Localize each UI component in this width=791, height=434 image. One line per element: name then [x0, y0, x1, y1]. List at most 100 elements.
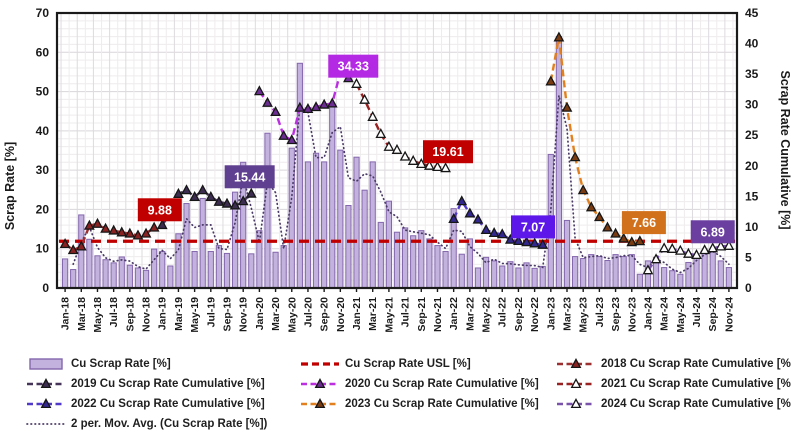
triangle-marker: [650, 253, 662, 264]
bar: [142, 269, 150, 289]
right-axis-tick-label: 20: [745, 159, 759, 173]
bar: [491, 260, 498, 289]
callout-value: 6.89: [701, 225, 725, 239]
triangle-marker: [75, 240, 87, 251]
x-axis-tick-label: Sep-24: [707, 297, 719, 332]
bar: [296, 62, 303, 289]
triangle-marker: [423, 159, 435, 170]
triangle-marker: [391, 143, 403, 154]
x-axis-tick-label: Sep-20: [319, 297, 331, 332]
bar: [151, 248, 158, 289]
callout-value: 34.33: [338, 60, 369, 74]
legend-item-s2019: 2019 Cu Scrap Rate Cumulative [%]: [26, 376, 265, 392]
triangle-marker: [642, 264, 654, 275]
triangle-marker: [407, 154, 419, 165]
triangle-marker: [723, 239, 735, 250]
legend-item-bars: Cu Scrap Rate [%]: [26, 356, 171, 372]
bar: [353, 156, 360, 289]
triangle-marker: [270, 106, 281, 117]
triangle-marker: [83, 219, 95, 230]
bar: [466, 238, 473, 289]
bar: [385, 200, 393, 289]
bar: [102, 259, 109, 289]
left-axis-tick-label: 20: [36, 202, 50, 216]
x-axis-tick-label: Jul-20: [302, 297, 314, 328]
callout-box: [690, 220, 735, 244]
triangle-marker: [359, 93, 371, 104]
bar: [418, 230, 425, 289]
bar: [78, 214, 85, 289]
bar: [61, 258, 69, 289]
triangle-marker: [351, 77, 362, 88]
s2020-legend-swatch: [301, 378, 339, 389]
triangle-marker: [618, 232, 630, 243]
triangle-marker: [310, 101, 322, 112]
s2018-legend-swatch: [557, 358, 595, 369]
triangle-marker: [496, 228, 508, 239]
scrap-rate-chart: 0 10 20 30 40 50 60 70 0 5 10 15 20 25 30 35 40 45 Jan-18 M…: [0, 0, 791, 348]
bar: [709, 251, 716, 289]
bar: [474, 267, 482, 289]
bar: [207, 250, 214, 289]
bar: [248, 253, 255, 289]
bar: [539, 265, 546, 289]
triangle-marker: [367, 110, 379, 121]
bar: [725, 267, 733, 289]
x-axis-tick-label: Jul-21: [400, 297, 412, 328]
triangle-marker: [67, 244, 79, 255]
bar: [183, 203, 190, 289]
triangle-marker: [221, 197, 233, 208]
triangle-marker: [375, 128, 387, 139]
bar: [361, 189, 368, 289]
bar: [571, 256, 579, 289]
bar: [272, 251, 279, 289]
bar: [199, 197, 206, 289]
bar: [110, 262, 117, 289]
legend-label-movavg: 2 per. Mov. Avg. (Cu Scrap Rate [%]): [71, 418, 268, 430]
bar: [159, 250, 166, 289]
bar: [215, 245, 223, 289]
triangle-marker: [570, 398, 582, 409]
x-axis-tick-label: Sep-21: [416, 297, 428, 332]
triangle-marker: [634, 235, 646, 246]
triangle-marker: [593, 211, 605, 222]
triangle-marker: [213, 195, 225, 206]
legend-label-s2018: 2018 Cu Scrap Rate Cumulative [%]: [601, 358, 791, 370]
x-axis-tick-label: May-20: [286, 297, 298, 333]
bar: [337, 149, 344, 289]
bar: [434, 245, 441, 289]
legend-item-s2024: 2024 Cu Scrap Rate Cumulative [%]: [556, 396, 791, 412]
bar: [620, 256, 627, 289]
x-axis-tick-label: Mar-23: [562, 297, 574, 331]
x-axis-tick-label: Nov-23: [626, 297, 638, 332]
triangle-marker: [326, 97, 338, 108]
legend-item-movavg: 2 per. Mov. Avg. (Cu Scrap Rate [%]): [26, 416, 267, 432]
chart-background: [0, 0, 791, 348]
x-axis-tick-label: Mar-19: [173, 297, 185, 331]
s2024-legend-swatch: [557, 398, 595, 409]
plot-border: [55, 11, 739, 290]
triangle-marker: [245, 187, 257, 198]
x-axis-tick-label: Mar-18: [76, 297, 88, 331]
triangle-marker: [472, 213, 484, 224]
triangle-marker: [561, 101, 573, 112]
x-axis-tick-label: Jul-18: [108, 297, 120, 328]
bar-swatch: [29, 358, 63, 370]
left-axis-tick-label: 50: [36, 85, 50, 99]
bar: [345, 205, 352, 289]
bar: [628, 254, 635, 289]
legend-label-s2022: 2022 Cu Scrap Rate Cumulative [%]: [71, 398, 265, 410]
triangle-marker: [173, 187, 184, 198]
bar: [321, 161, 328, 289]
left-axis-tick-label: 30: [36, 163, 50, 177]
x-axis-tick-label: May-21: [383, 297, 395, 333]
x-axis-tick-label: Jul-19: [205, 297, 217, 328]
callout-box: [224, 165, 275, 189]
triangle-marker: [699, 244, 711, 255]
x-axis-tick-label: May-22: [481, 297, 493, 333]
legend-label-usl: Cu Scrap Rate USL [%]: [345, 358, 471, 370]
triangle-marker: [383, 140, 395, 151]
callout-box: [328, 54, 379, 78]
bar: [264, 132, 271, 289]
legend-label-s2020: 2020 Cu Scrap Rate Cumulative [%]: [345, 378, 539, 390]
